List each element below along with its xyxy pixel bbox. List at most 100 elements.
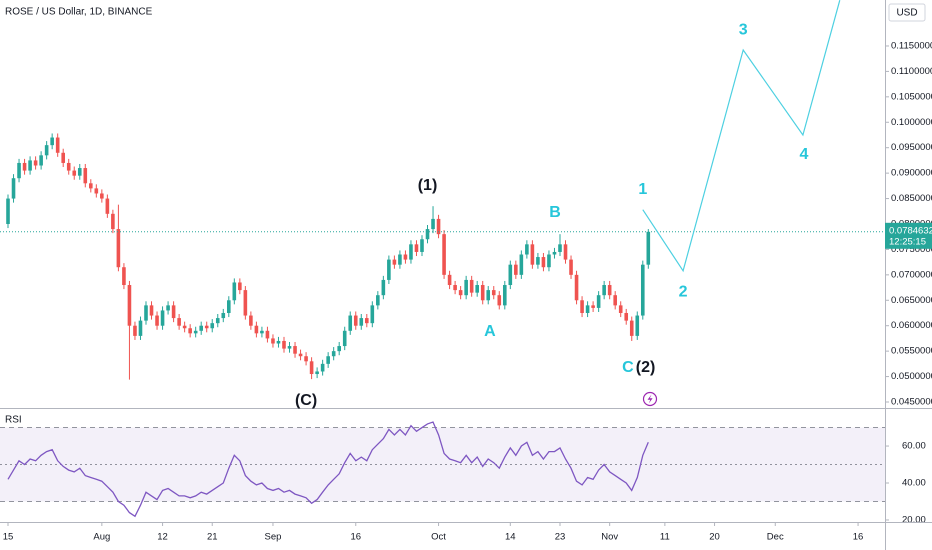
candle-body xyxy=(100,193,104,199)
candle-body xyxy=(514,264,518,275)
candle-body xyxy=(420,239,424,252)
candle-body xyxy=(50,137,54,146)
candle-body xyxy=(304,356,308,362)
wave-label: (2) xyxy=(636,359,656,376)
candle-body xyxy=(398,254,402,265)
y-tick-label: 0.09500000 xyxy=(891,142,932,153)
candle-body xyxy=(287,346,292,349)
candle-body xyxy=(469,279,474,293)
candle-body xyxy=(182,325,187,329)
candle-body xyxy=(453,285,457,291)
candle-body xyxy=(331,351,336,357)
candle-body xyxy=(55,137,60,153)
candle-body xyxy=(221,312,226,319)
candle-body xyxy=(166,305,170,311)
candle-body xyxy=(364,318,369,324)
wave-label: 1 xyxy=(638,181,647,198)
candle-body xyxy=(613,295,617,306)
candle-body xyxy=(22,162,27,171)
x-tick-label: Nov xyxy=(601,532,618,543)
price-pane xyxy=(0,0,885,380)
candle-body xyxy=(61,152,66,163)
x-tick-label: Oct xyxy=(431,532,446,543)
candle-body xyxy=(387,259,391,280)
candle-body xyxy=(580,300,584,313)
x-tick-label: 12 xyxy=(157,532,168,543)
candle-body xyxy=(160,310,165,326)
candle-body xyxy=(353,315,358,326)
rsi-tick-label: 40.00 xyxy=(902,478,926,489)
candle-body xyxy=(491,290,496,296)
y-tick-label: 0.07000000 xyxy=(891,269,932,280)
candle-body xyxy=(66,162,71,171)
last-price-box xyxy=(885,222,932,249)
candle-body xyxy=(602,285,606,296)
currency[interactable]: USD xyxy=(896,8,917,19)
candle-body xyxy=(155,315,159,326)
candle-body xyxy=(276,340,281,344)
candle-body xyxy=(260,330,264,334)
candle-body xyxy=(618,305,623,313)
rsi-tick-label: 20.00 xyxy=(902,514,926,525)
x-tick-label: 20 xyxy=(709,532,720,543)
candle-body xyxy=(243,290,248,316)
candle-body xyxy=(403,254,408,260)
candle-body xyxy=(640,264,645,316)
candle-body xyxy=(122,267,126,286)
candle-body xyxy=(425,229,430,240)
candle-body xyxy=(530,244,535,265)
candle-body xyxy=(414,244,419,252)
candle-body xyxy=(342,330,347,347)
candle-body xyxy=(558,244,562,252)
currency-box[interactable] xyxy=(888,3,926,22)
candle-body xyxy=(28,160,32,171)
rsi-title: RSI xyxy=(5,415,22,426)
candle-body xyxy=(486,290,491,301)
candle-body xyxy=(44,145,49,156)
candle-body xyxy=(17,162,21,179)
x-tick-label: Sep xyxy=(265,532,282,543)
candle-body xyxy=(508,264,513,286)
candle-body xyxy=(359,318,364,326)
candle-body xyxy=(232,282,237,301)
alert-icon[interactable] xyxy=(642,391,658,407)
candle-body xyxy=(298,353,303,357)
candle-body xyxy=(309,361,314,375)
rsi-pane xyxy=(0,421,885,518)
candle-body xyxy=(177,318,181,326)
candle-body xyxy=(215,318,220,324)
y-tick-label: 0.11000000 xyxy=(891,66,932,77)
candle-body xyxy=(624,312,629,321)
alert-bolt[interactable] xyxy=(647,394,653,404)
candle-body xyxy=(11,178,16,199)
candle-body xyxy=(111,213,115,230)
wave-label: B xyxy=(549,204,561,221)
candle-body xyxy=(149,305,154,316)
candle-body xyxy=(33,160,38,166)
rsi-line xyxy=(7,421,649,518)
candle-body xyxy=(83,168,88,184)
candle-body xyxy=(563,244,568,260)
y-tick-label: 0.09000000 xyxy=(891,168,932,179)
candle-body xyxy=(89,183,93,189)
candle-body xyxy=(436,218,441,235)
candle-body xyxy=(94,188,99,194)
candle-body xyxy=(442,234,446,275)
candle-body xyxy=(315,371,319,375)
rsi-band xyxy=(0,427,885,502)
candle-body xyxy=(105,198,110,214)
candle-body xyxy=(629,320,634,336)
countdown-label: 12:25:15 xyxy=(889,236,926,247)
candle-body xyxy=(249,315,253,326)
candle-body xyxy=(591,305,595,308)
x-tick-label: 23 xyxy=(555,532,566,543)
candle-body xyxy=(326,356,330,364)
x-tick-label: 21 xyxy=(207,532,218,543)
y-tick-label: 0.10500000 xyxy=(891,91,932,102)
candle-body xyxy=(525,244,529,255)
last-price-label: 0.07846320 xyxy=(889,225,932,236)
candle-body xyxy=(72,170,77,176)
candle-body xyxy=(282,340,286,349)
